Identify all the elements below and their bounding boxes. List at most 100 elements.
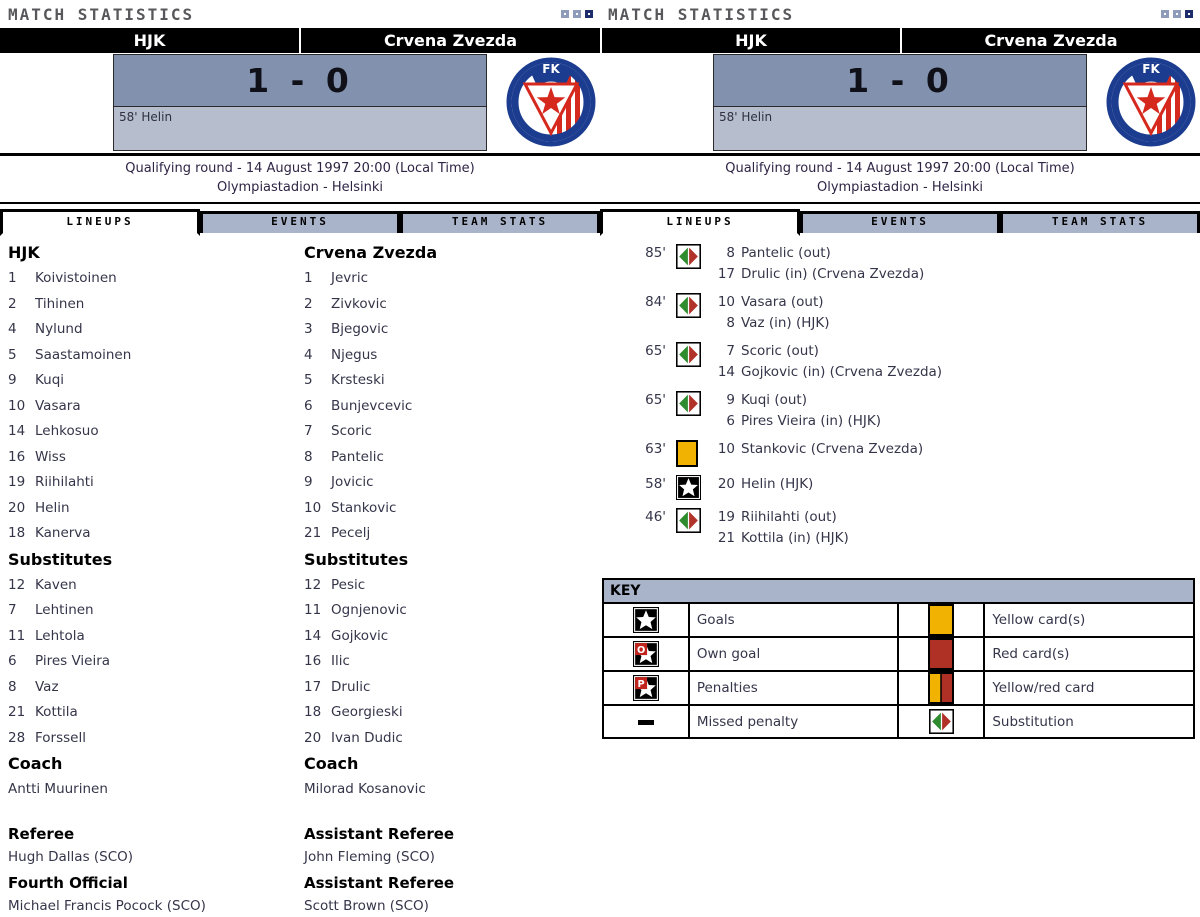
player-number: 11 — [304, 602, 322, 618]
event-line: 8 Pantelic (out) — [715, 243, 924, 264]
window-deco-squares — [1161, 10, 1193, 18]
event-line: 17 Drulic (in) (Crvena Zvezda) — [715, 264, 924, 285]
player-row: 8 Pantelic — [304, 445, 600, 471]
event-player-number: 7 — [726, 343, 735, 359]
player-number: 9 — [304, 474, 313, 490]
event-minute: 65' — [645, 392, 666, 408]
titlebar: MATCH STATISTICS — [600, 0, 1200, 28]
player-row: 11 Lehtola — [8, 624, 304, 650]
substitution-icon — [676, 391, 701, 416]
event-line: 10 Stankovic (Crvena Zvezda) — [715, 439, 923, 460]
official-role: Fourth Official — [8, 873, 128, 892]
player-row: 16 Wiss — [8, 445, 304, 471]
player-row: 28 Forssell — [8, 726, 304, 752]
tab-team-stats[interactable]: TEAM STATS — [400, 211, 600, 233]
event-text: Pires Vieira (in) (HJK) — [741, 413, 881, 429]
key-label: Yellow/red card — [983, 670, 1195, 706]
player-row: 20 Helin — [8, 496, 304, 522]
player-row: 9 Jovicic — [304, 470, 600, 496]
key-label: Yellow card(s) — [983, 602, 1195, 638]
coach-heading: Coach — [304, 754, 359, 773]
match-info: Qualifying round - 14 August 1997 20:00 … — [0, 153, 600, 204]
event-text: Kuqi (out) — [741, 392, 807, 408]
player-number: 14 — [304, 627, 322, 644]
official-name: Michael Francis Pocock (SCO) — [8, 897, 206, 914]
home-lineup-column: HJK 1 Koivistoinen 2 Tihinen 4 Nylund 5 Saas… — [8, 240, 304, 917]
red-card-icon — [928, 638, 955, 670]
key-table: KEY Goals Yellow card(s) O Own goal Red … — [602, 578, 1195, 739]
key-label: Missed penalty — [687, 704, 900, 739]
official-role: Assistant Referee — [304, 873, 455, 892]
player-row: 12 Pesic — [304, 573, 600, 599]
player-name: Tihinen — [35, 295, 85, 312]
player-number: 7 — [8, 602, 17, 618]
tab-events[interactable]: EVENTS — [200, 211, 400, 233]
player-row: 10 Vasara — [8, 394, 304, 420]
home-team-name: HJK — [602, 28, 902, 53]
deco-square-icon — [573, 10, 581, 18]
key-row: P Penalties Yellow/red card — [602, 670, 1195, 706]
player-name: Lehtinen — [35, 602, 94, 618]
player-name: Drulic — [331, 678, 371, 695]
event-line: 6 Pires Vieira (in) (HJK) — [715, 411, 881, 432]
event-line: 20 Helin (HJK) — [715, 474, 814, 495]
event-row: 65' 7 Scoric (out) 14 Gojkovic (in) (Crven… — [610, 341, 1200, 383]
event-minute: 65' — [645, 343, 666, 359]
event-row: 65' 9 Kuqi (out) 6 Pires Vieira (in) (HJK) — [610, 390, 1200, 432]
deco-square-dark-icon — [1185, 10, 1193, 18]
event-minute: 85' — [645, 245, 666, 261]
player-number: 28 — [8, 729, 26, 746]
event-player-number: 8 — [726, 245, 735, 261]
player-number: 21 — [304, 525, 322, 541]
tab-events[interactable]: EVENTS — [800, 211, 1000, 233]
away-players-list: 1 Jevric 2 Zivkovic 3 Bjegovic 4 Njegus 5 Krs… — [304, 266, 600, 547]
event-text: Scoric (out) — [741, 343, 819, 359]
officials-column-2: Assistant Referee John Fleming (SCO) Ass… — [304, 823, 600, 917]
player-row: 5 Krsteski — [304, 368, 600, 394]
player-row: 10 Stankovic — [304, 496, 600, 522]
player-name: Vasara — [35, 397, 81, 414]
player-name: Bunjevcevic — [331, 397, 413, 414]
player-number: 7 — [304, 423, 313, 439]
score-box: 1 - 0 58' Helin — [713, 54, 1087, 151]
player-row: 3 Bjegovic — [304, 317, 600, 343]
home-team-heading: HJK — [8, 243, 40, 262]
player-name: Kuqi — [35, 372, 65, 388]
event-player-number: 19 — [717, 509, 735, 525]
substitutes-heading: Substitutes — [304, 549, 409, 569]
event-player-number: 9 — [726, 392, 735, 408]
player-row: 2 Tihinen — [8, 292, 304, 318]
event-minute: 63' — [645, 441, 666, 457]
substitution-icon — [676, 508, 701, 533]
away-subs-list: 12 Pesic 11 Ognjenovic 14 Gojkovic 16 Ilic 1… — [304, 573, 600, 752]
event-minute: 58' — [645, 476, 666, 492]
player-row: 19 Riihilahti — [8, 470, 304, 496]
tab-team-stats[interactable]: TEAM STATS — [1000, 211, 1200, 233]
events-list: 85' 8 Pantelic (out) 17 Drulic (in) (Crven… — [600, 233, 1200, 549]
player-row: 21 Kottila — [8, 700, 304, 726]
substitution-icon — [676, 293, 701, 318]
player-name: Kaven — [35, 576, 77, 593]
home-subs-list: 12 Kaven 7 Lehtinen 11 Lehtola 6 Pires Vieir… — [8, 573, 304, 752]
player-name: Zivkovic — [331, 295, 387, 312]
round-line: Qualifying round - 14 August 1997 20:00 … — [725, 161, 1075, 176]
score-box: 1 - 0 58' Helin — [113, 54, 487, 151]
key-row: Missed penalty Substitution — [602, 704, 1195, 739]
player-number: 3 — [304, 321, 313, 337]
svg-text:P: P — [637, 679, 644, 690]
player-number: 20 — [8, 499, 26, 516]
player-number: 1 — [8, 270, 17, 286]
event-player-number: 8 — [726, 315, 735, 331]
tab-lineups[interactable]: LINEUPS — [0, 209, 200, 236]
scorers: 58' Helin — [714, 107, 1086, 150]
player-row: 2 Zivkovic — [304, 292, 600, 318]
tab-lineups[interactable]: LINEUPS — [600, 209, 800, 236]
substitution-icon — [676, 342, 701, 367]
player-name: Forssell — [35, 729, 86, 746]
player-name: Wiss — [35, 448, 66, 465]
player-name: Ilic — [331, 653, 350, 669]
home-team-name: HJK — [0, 28, 301, 53]
player-number: 21 — [8, 704, 26, 720]
player-row: 7 Scoric — [304, 419, 600, 445]
